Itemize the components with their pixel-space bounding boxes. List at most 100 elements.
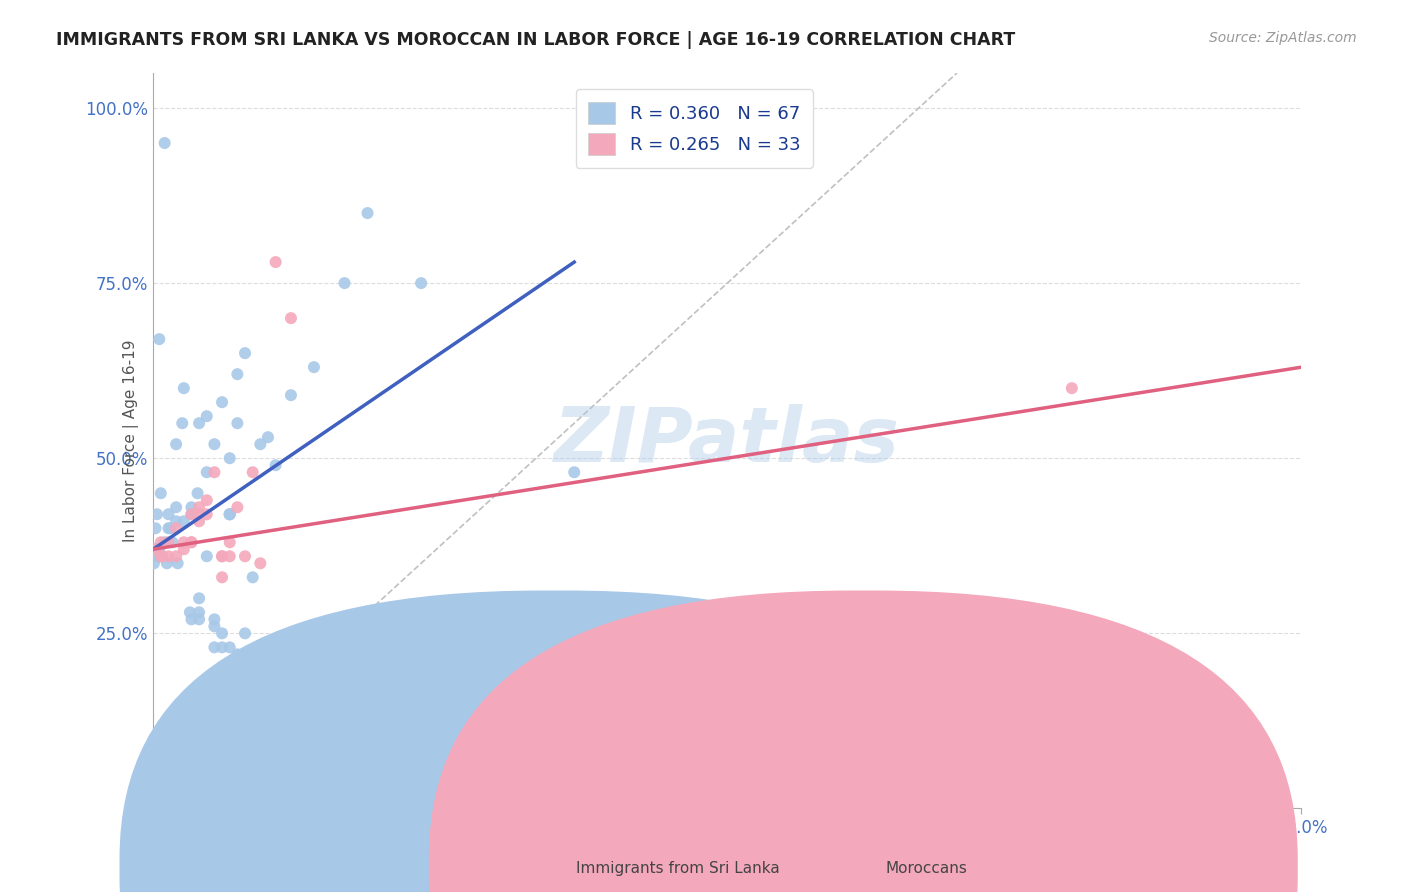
- Point: [195, 493, 218, 508]
- Point: [173, 381, 195, 395]
- Point: [211, 549, 233, 564]
- Point: [157, 508, 180, 522]
- Point: [218, 451, 240, 466]
- Point: [146, 549, 169, 564]
- Point: [226, 416, 249, 430]
- Point: [211, 570, 233, 584]
- Point: [146, 542, 169, 557]
- Point: [233, 346, 256, 360]
- Point: [159, 521, 181, 535]
- Point: [411, 276, 433, 290]
- Point: [211, 626, 233, 640]
- Point: [562, 465, 585, 479]
- Point: [1060, 381, 1083, 395]
- Point: [356, 206, 378, 220]
- Point: [211, 395, 233, 409]
- Point: [188, 416, 211, 430]
- Point: [165, 514, 187, 528]
- Point: [150, 549, 173, 564]
- Point: [257, 430, 280, 444]
- Point: [195, 549, 218, 564]
- Point: [145, 521, 167, 535]
- Point: [157, 521, 180, 535]
- Point: [149, 549, 172, 564]
- Point: [153, 136, 176, 150]
- Point: [143, 542, 166, 557]
- Point: [179, 605, 201, 619]
- Point: [148, 332, 170, 346]
- Point: [188, 508, 211, 522]
- Point: [218, 549, 240, 564]
- Point: [202, 640, 225, 655]
- Point: [226, 500, 249, 515]
- Point: [157, 549, 180, 564]
- Point: [188, 605, 211, 619]
- Text: Moroccans: Moroccans: [886, 861, 967, 876]
- Text: ZIPatlas: ZIPatlas: [554, 404, 900, 478]
- Point: [242, 661, 264, 675]
- Point: [195, 465, 218, 479]
- Point: [509, 697, 531, 711]
- Point: [188, 514, 211, 528]
- Point: [173, 514, 195, 528]
- Point: [149, 535, 172, 549]
- Point: [188, 500, 211, 515]
- Point: [166, 556, 188, 570]
- Text: IMMIGRANTS FROM SRI LANKA VS MOROCCAN IN LABOR FORCE | AGE 16-19 CORRELATION CHA: IMMIGRANTS FROM SRI LANKA VS MOROCCAN IN…: [56, 31, 1015, 49]
- Point: [249, 556, 271, 570]
- Point: [195, 409, 218, 424]
- Point: [153, 535, 176, 549]
- Point: [249, 437, 271, 451]
- Point: [280, 311, 302, 326]
- Point: [145, 542, 167, 557]
- Point: [218, 535, 240, 549]
- Point: [142, 556, 165, 570]
- Point: [149, 486, 172, 500]
- Point: [173, 535, 195, 549]
- Point: [180, 535, 202, 549]
- Y-axis label: In Labor Force | Age 16-19: In Labor Force | Age 16-19: [124, 340, 139, 542]
- Text: Source: ZipAtlas.com: Source: ZipAtlas.com: [1209, 31, 1357, 45]
- Point: [218, 640, 240, 655]
- Point: [180, 508, 202, 522]
- Point: [180, 508, 202, 522]
- Point: [188, 591, 211, 606]
- Point: [271, 640, 294, 655]
- Point: [211, 549, 233, 564]
- Point: [165, 500, 187, 515]
- Point: [165, 521, 187, 535]
- Text: Immigrants from Sri Lanka: Immigrants from Sri Lanka: [576, 861, 780, 876]
- Point: [180, 612, 202, 626]
- Point: [218, 508, 240, 522]
- Point: [187, 486, 209, 500]
- Point: [233, 549, 256, 564]
- Point: [149, 549, 172, 564]
- Point: [233, 626, 256, 640]
- Point: [157, 535, 180, 549]
- Point: [162, 535, 184, 549]
- Point: [211, 640, 233, 655]
- Point: [333, 276, 356, 290]
- Point: [218, 508, 240, 522]
- Point: [202, 465, 225, 479]
- Legend: R = 0.360   N = 67, R = 0.265   N = 33: R = 0.360 N = 67, R = 0.265 N = 33: [575, 89, 813, 168]
- Point: [264, 458, 287, 473]
- Point: [264, 255, 287, 269]
- Point: [173, 542, 195, 557]
- Point: [202, 612, 225, 626]
- Point: [149, 549, 172, 564]
- Point: [218, 508, 240, 522]
- Point: [188, 612, 211, 626]
- Point: [242, 570, 264, 584]
- Point: [165, 549, 187, 564]
- Point: [242, 465, 264, 479]
- Point: [202, 437, 225, 451]
- Point: [148, 542, 170, 557]
- Point: [302, 360, 325, 375]
- Point: [165, 437, 187, 451]
- Point: [148, 549, 170, 564]
- Point: [226, 648, 249, 662]
- Point: [202, 619, 225, 633]
- Point: [180, 535, 202, 549]
- Point: [195, 508, 218, 522]
